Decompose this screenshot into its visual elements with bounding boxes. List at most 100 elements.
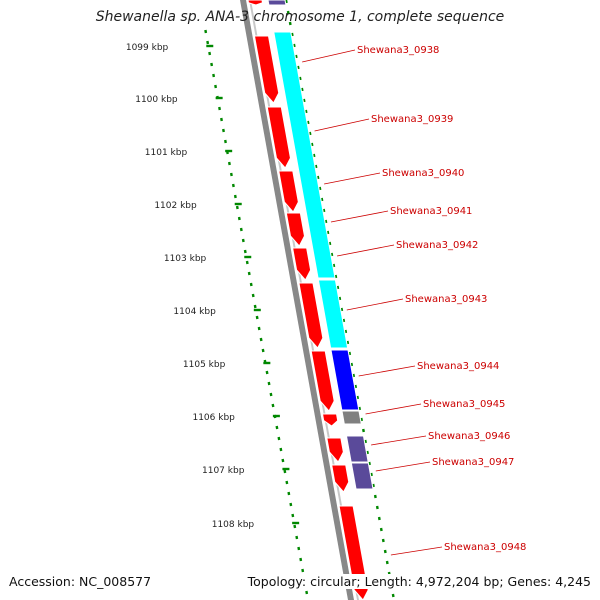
track-dot — [330, 252, 334, 257]
track-dot — [322, 208, 326, 213]
orf-feature — [273, 31, 336, 279]
track-dot — [342, 318, 346, 323]
gene-label: Shewana3_0944 — [417, 361, 499, 372]
scale-label: 1107 kbp — [202, 466, 245, 476]
track-dot — [340, 307, 344, 312]
gene-label: Shewana3_0945 — [423, 399, 505, 410]
track-dot — [332, 263, 336, 268]
scale-dot — [281, 458, 285, 463]
gene-label: Shewana3_0940 — [382, 168, 464, 179]
gene-leader-line — [337, 244, 395, 257]
track-dot — [346, 340, 350, 345]
track-dot — [381, 538, 385, 543]
gene-label: Shewana3_0939 — [371, 114, 453, 125]
cds-track — [247, 0, 369, 600]
track-dot — [300, 87, 304, 92]
track-dot — [350, 362, 354, 367]
orf-track — [267, 0, 374, 490]
scale-dot — [285, 480, 289, 485]
track-dot — [336, 285, 340, 290]
scale-label: 1105 kbp — [183, 360, 226, 370]
scale-dot — [239, 227, 243, 232]
scale-dot — [218, 106, 221, 111]
scale-dot — [229, 172, 233, 177]
scale-dot — [295, 535, 299, 540]
scale-label: 1106 kbp — [192, 413, 235, 423]
scale-dot — [222, 128, 225, 133]
scale-dot — [243, 249, 247, 254]
scale-dot — [283, 469, 287, 474]
track-dot — [338, 296, 342, 301]
gene-leader-line — [375, 461, 431, 472]
cds-arrow — [253, 35, 280, 104]
scale-label: 1104 kbp — [173, 307, 216, 317]
gene-leader-line — [390, 546, 443, 556]
gene-leader-line — [314, 118, 370, 132]
track-dot — [352, 373, 356, 378]
scale-dot — [257, 326, 261, 331]
gene-leader-line — [324, 172, 381, 185]
scale-dot — [253, 304, 257, 309]
cds-arrow — [266, 106, 291, 169]
cds-arrow — [310, 350, 335, 412]
track-dot — [360, 417, 363, 422]
track-dot — [308, 131, 312, 136]
track-dot — [306, 120, 310, 125]
scale-dot — [287, 491, 291, 496]
gene-labels: Shewana3_0938 Shewana3_0939 Shewana3_0940 S… — [302, 45, 526, 556]
scale-label: 1099 kbp — [126, 43, 169, 53]
cds-arrow — [247, 0, 264, 6]
scale-dot — [305, 590, 309, 595]
track-dot — [318, 186, 322, 191]
scale-dot — [271, 403, 275, 408]
scale-label: 1100 kbp — [135, 95, 178, 105]
track-dot — [302, 98, 306, 103]
track-dot — [284, 0, 288, 4]
map-title: Shewanella sp. ANA-3 chromosome 1, compl… — [95, 9, 505, 25]
scale-dot — [275, 425, 279, 430]
scale-dot — [206, 40, 210, 45]
scale-dot — [227, 161, 231, 166]
cds-arrow — [285, 212, 306, 247]
track-dot — [344, 329, 348, 334]
gene-label: Shewana3_0942 — [396, 240, 478, 251]
scale-dot — [224, 139, 227, 144]
track-dot — [324, 219, 328, 224]
scale-label: 1103 kbp — [164, 254, 207, 264]
track-dot — [369, 472, 373, 477]
cds-arrow — [331, 464, 350, 493]
track-dot — [334, 274, 338, 279]
track-dot — [304, 109, 308, 114]
orf-feature — [345, 435, 369, 463]
gene-leader-line — [330, 210, 389, 223]
track-dot — [326, 230, 330, 235]
gene-leader-line — [302, 49, 356, 63]
track-dot — [290, 32, 294, 37]
scale-dot — [204, 29, 208, 34]
scale-dot — [245, 260, 249, 265]
track-dot — [367, 461, 371, 466]
scale-dot — [293, 524, 297, 529]
scale-dot — [241, 238, 245, 243]
track-dot — [391, 593, 395, 598]
gene-label: Shewana3_0948 — [444, 542, 526, 553]
gene-leader-line — [365, 403, 422, 415]
orf-feature — [350, 462, 374, 490]
scale-dot — [301, 568, 305, 573]
scale-dot — [220, 117, 223, 122]
track-dot — [371, 483, 375, 488]
track-dot — [320, 197, 324, 202]
track-dot — [286, 10, 290, 15]
scale-dot — [247, 271, 251, 276]
scale-dot — [212, 73, 216, 78]
scale-dot — [299, 557, 303, 562]
track-dot — [312, 153, 316, 158]
scale-dot — [255, 315, 259, 320]
track-dot — [316, 175, 320, 180]
track-dot — [373, 494, 377, 499]
gene-label: Shewana3_0941 — [390, 206, 472, 217]
accession-text: Accession: NC_008577 — [9, 574, 152, 589]
cds-arrow — [278, 170, 299, 213]
scale-dot — [261, 348, 265, 353]
